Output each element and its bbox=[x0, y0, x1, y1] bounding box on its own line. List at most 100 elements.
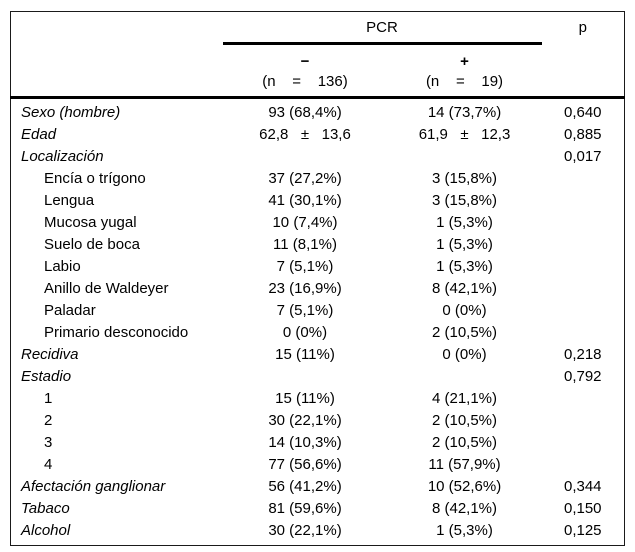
pcr-positive-value: 1 (5,3%) bbox=[436, 214, 493, 231]
row-label: 4 bbox=[44, 456, 53, 473]
pcr-negative-value: 15 (11%) bbox=[275, 390, 335, 407]
row-label: Lengua bbox=[44, 192, 95, 209]
pcr-positive-value: 1 (5,3%) bbox=[436, 258, 493, 275]
row-label: Sexo (hombre) bbox=[21, 104, 121, 121]
table-row-edad: Edad 62,8 ± 13,6 61,9 ± 12,3 0,885 bbox=[11, 124, 625, 146]
row-label: Mucosa yugal bbox=[44, 214, 137, 231]
p-value: 0,344 bbox=[563, 478, 602, 495]
pcr-positive-value: 4 (21,1%) bbox=[431, 390, 498, 407]
row-label: Afectación ganglionar bbox=[21, 478, 166, 495]
p-value bbox=[542, 190, 625, 212]
pcr-negative-value: 30 (22,1%) bbox=[268, 412, 342, 429]
table-row-primario-desconocido: Primario desconocido 0 (0%) 2 (10,5%) bbox=[11, 322, 625, 344]
table-body: Sexo (hombre) 93 (68,4%) 14 (73,7%) 0,64… bbox=[11, 98, 625, 546]
table-row-labio: Labio 7 (5,1%) 1 (5,3%) bbox=[11, 256, 625, 278]
table-row-sexo: Sexo (hombre) 93 (68,4%) 14 (73,7%) 0,64… bbox=[11, 98, 625, 125]
column-group-header-pcr: PCR bbox=[222, 11, 542, 45]
header-row-counts: (n = 136) (n = 19) bbox=[10, 69, 625, 99]
row-label: 3 bbox=[44, 434, 53, 451]
p-value: 0,125 bbox=[563, 522, 602, 539]
row-label: Encía o trígono bbox=[44, 170, 146, 187]
pcr-negative-value bbox=[223, 146, 388, 168]
header-empty-cell bbox=[11, 44, 223, 70]
table-row-estadio-3: 3 14 (10,3%) 2 (10,5%) bbox=[11, 432, 625, 454]
pcr-positive-value: 1 (5,3%) bbox=[436, 522, 493, 539]
pcr-negative-value: 62,8 ± 13,6 bbox=[259, 126, 351, 143]
header-row-signs: − + bbox=[11, 44, 625, 70]
table-row-mucosa-yugal: Mucosa yugal 10 (7,4%) 1 (5,3%) bbox=[11, 212, 625, 234]
pcr-negative-value: 7 (5,1%) bbox=[276, 302, 334, 319]
pcr-positive-value: 8 (42,1%) bbox=[431, 280, 498, 297]
pcr-negative-value: 81 (59,6%) bbox=[268, 500, 342, 517]
row-label: 1 bbox=[44, 390, 53, 407]
pcr-negative-value: 77 (56,6%) bbox=[268, 456, 342, 473]
p-value bbox=[542, 212, 625, 234]
pcr-positive-value: 1 (5,3%) bbox=[436, 236, 493, 253]
table-row-estadio: Estadio 0,792 bbox=[11, 366, 625, 388]
table-header: PCR p − + (n = 136) (n = 19) bbox=[10, 11, 625, 99]
pcr-negative-sign: − bbox=[300, 53, 310, 70]
row-label: 2 bbox=[44, 412, 53, 429]
table-row-anillo-de-waldeyer: Anillo de Waldeyer 23 (16,9%) 8 (42,1%) bbox=[11, 278, 625, 300]
p-value bbox=[542, 278, 625, 300]
table-row-lengua: Lengua 41 (30,1%) 3 (15,8%) bbox=[11, 190, 625, 212]
row-label: Localización bbox=[21, 148, 104, 165]
table-row-tabaco: Tabaco 81 (59,6%) 8 (42,1%) 0,150 bbox=[11, 498, 625, 520]
header-empty-cell bbox=[11, 12, 223, 44]
column-header-p: p bbox=[578, 19, 587, 37]
row-label: Estadio bbox=[21, 368, 72, 385]
p-value bbox=[542, 256, 625, 278]
row-label: Tabaco bbox=[21, 500, 70, 517]
pcr-negative-value: 37 (27,2%) bbox=[268, 170, 342, 187]
table-row-estadio-1: 1 15 (11%) 4 (21,1%) bbox=[11, 388, 625, 410]
pcr-positive-value: 10 (52,6%) bbox=[427, 478, 502, 495]
pcr-positive-value bbox=[388, 146, 542, 168]
row-label: Primario desconocido bbox=[44, 324, 189, 341]
row-label: Recidiva bbox=[21, 346, 79, 363]
header-row-group: PCR p bbox=[11, 11, 625, 45]
pcr-positive-value: 2 (10,5%) bbox=[431, 412, 498, 429]
p-value bbox=[542, 454, 625, 476]
pcr-negative-value: 30 (22,1%) bbox=[268, 522, 342, 539]
header-empty-cell bbox=[541, 69, 625, 99]
p-value bbox=[542, 300, 625, 322]
row-label: Alcohol bbox=[21, 522, 71, 539]
table-row-suelo-de-boca: Suelo de boca 11 (8,1%) 1 (5,3%) bbox=[11, 234, 625, 256]
p-value: 0,885 bbox=[563, 126, 602, 143]
p-value: 0,792 bbox=[563, 368, 602, 385]
pcr-positive-value: 61,9 ± 12,3 bbox=[418, 126, 511, 143]
p-value: 0,017 bbox=[563, 148, 602, 165]
p-value bbox=[542, 388, 625, 410]
header-empty-cell bbox=[542, 44, 625, 70]
table-row-encia-o-trigono: Encía o trígono 37 (27,2%) 3 (15,8%) bbox=[11, 168, 625, 190]
row-label: Paladar bbox=[44, 302, 96, 319]
pcr-positive-value: 2 (10,5%) bbox=[431, 434, 498, 451]
p-value: 0,218 bbox=[563, 346, 602, 363]
table-row-estadio-4: 4 77 (56,6%) 11 (57,9%) bbox=[11, 454, 625, 476]
pcr-negative-count: (n = 136) bbox=[222, 69, 388, 99]
pcr-positive-value bbox=[388, 366, 542, 388]
pcr-positive-value: 0 (0%) bbox=[442, 346, 487, 363]
p-value bbox=[542, 432, 625, 454]
p-value bbox=[542, 410, 625, 432]
p-value: 0,640 bbox=[563, 104, 602, 121]
pcr-negative-value: 93 (68,4%) bbox=[268, 104, 342, 121]
pcr-comparison-table: PCR p − + (n = 136) (n = 19) Sexo (hombr… bbox=[10, 11, 626, 546]
pcr-negative-value: 10 (7,4%) bbox=[272, 214, 338, 231]
p-value bbox=[542, 168, 625, 190]
table-row-estadio-2: 2 30 (22,1%) 2 (10,5%) bbox=[11, 410, 625, 432]
pcr-positive-value: 14 (73,7%) bbox=[427, 104, 502, 121]
row-label: Labio bbox=[44, 258, 81, 275]
pcr-negative-value: 14 (10,3%) bbox=[268, 434, 342, 451]
pcr-negative-value: 11 (8,1%) bbox=[273, 236, 337, 253]
table-row-localizacion: Localización 0,017 bbox=[11, 146, 625, 168]
header-empty-cell bbox=[10, 69, 223, 99]
pcr-positive-count: (n = 19) bbox=[387, 69, 542, 99]
table-row-paladar: Paladar 7 (5,1%) 0 (0%) bbox=[11, 300, 625, 322]
pcr-positive-value: 2 (10,5%) bbox=[431, 324, 498, 341]
pcr-positive-value: 3 (15,8%) bbox=[431, 192, 498, 209]
row-label: Anillo de Waldeyer bbox=[44, 280, 169, 297]
pcr-positive-value: 11 (57,9%) bbox=[428, 456, 501, 473]
row-label: Edad bbox=[21, 126, 57, 143]
pcr-negative-value: 56 (41,2%) bbox=[268, 478, 342, 495]
